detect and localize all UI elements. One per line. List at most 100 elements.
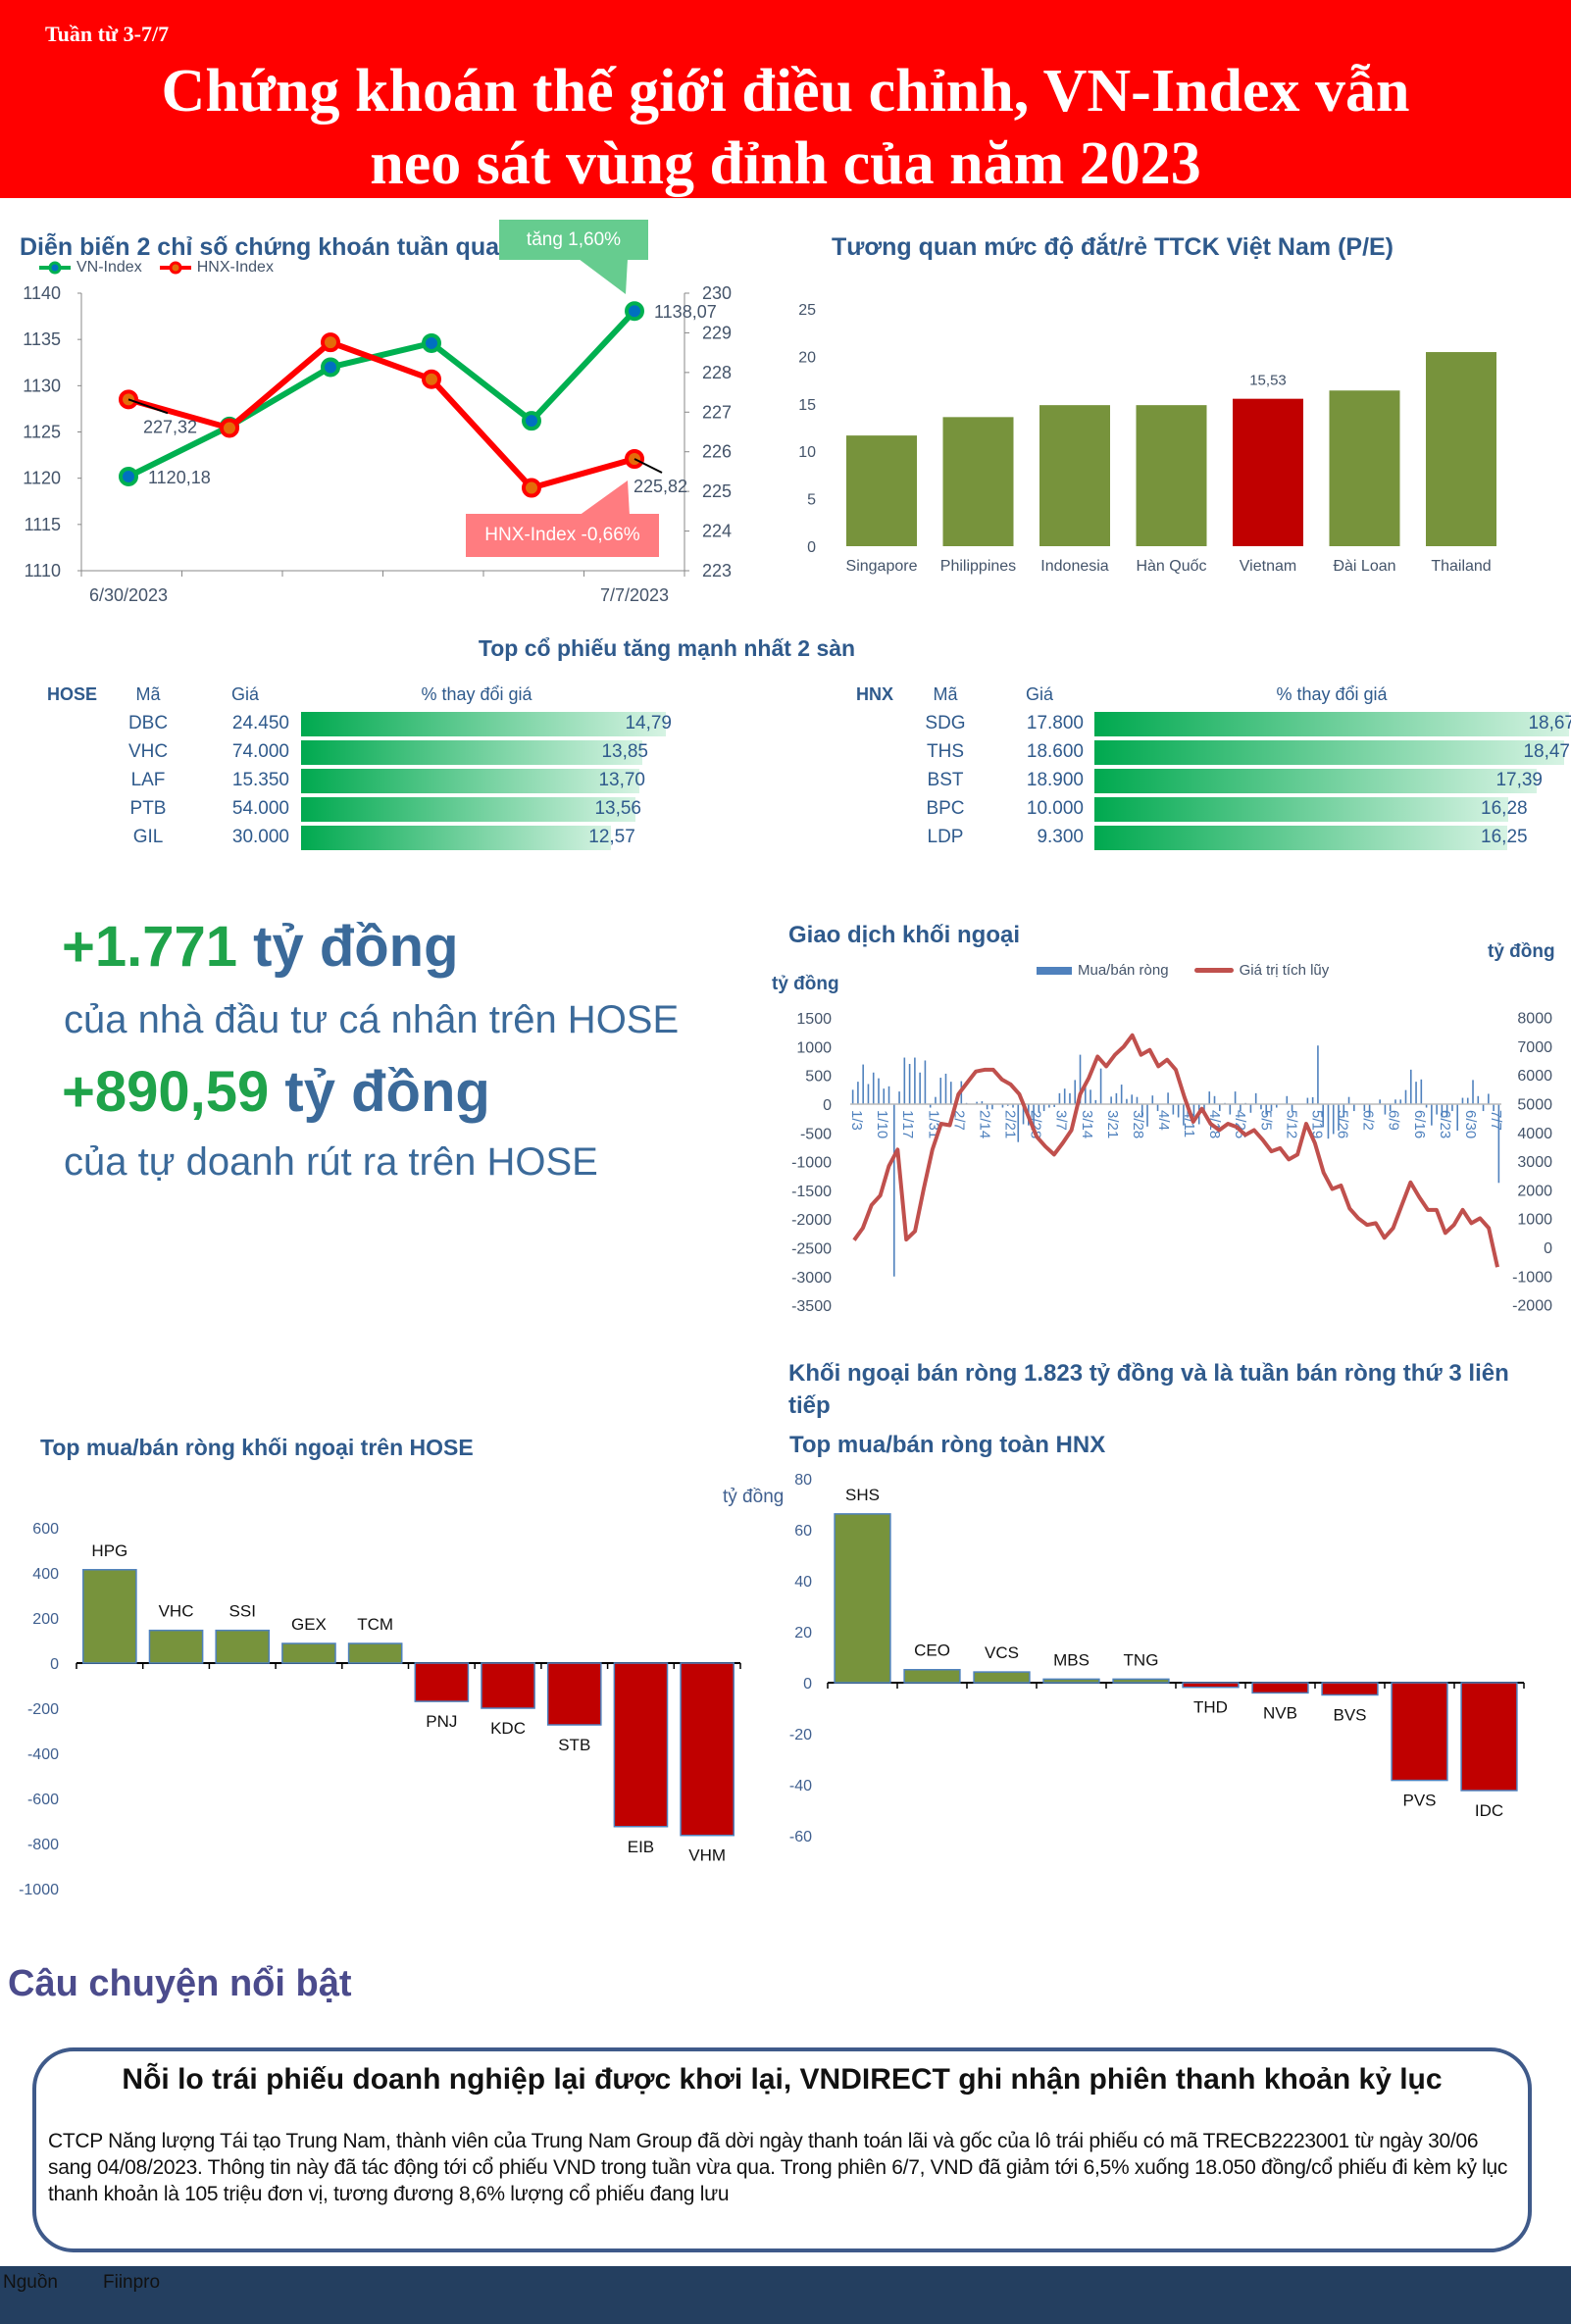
hnx-row-price: 17.800: [1026, 713, 1084, 733]
vnindex-change-callout: tăng 1,60%: [499, 220, 648, 260]
hose-chart-unit: tỷ đồng: [723, 1487, 785, 1507]
foreign-chart-title: Giao dịch khối ngoại: [788, 922, 1021, 948]
hnx-row-code: BST: [927, 770, 964, 790]
foreign-trading-chart: 150010005000-500-1000-1500-2000-2500-300…: [791, 1011, 1552, 1316]
stat2-description: của tự doanh rút ra trên HOSE: [64, 1140, 598, 1184]
foreign-headline: Khối ngoại bán ròng 1.823 tỷ đồng và là …: [788, 1360, 1509, 1419]
x-date-label: 3/28: [1130, 1110, 1146, 1138]
hnx-index-point: [522, 478, 541, 498]
pe-bar: [1329, 390, 1400, 546]
left-tick-label: 1000: [796, 1039, 832, 1056]
x-date-label: 2/14: [976, 1110, 992, 1138]
net-bar-ceo: [903, 1668, 961, 1684]
hnx-index-point: [422, 369, 441, 389]
hnx-change-bar: [1094, 826, 1507, 850]
hnx-row-code: SDG: [925, 713, 966, 733]
source-label: Nguồn: [3, 2272, 58, 2293]
vn-index-point: [119, 466, 138, 486]
bar-label: PNJ: [426, 1712, 457, 1731]
net-bar-kdc: [481, 1662, 535, 1709]
hose-row-price: 30.000: [231, 827, 289, 847]
story-card: [32, 2047, 1532, 2252]
right-tick-label: 225: [702, 481, 732, 501]
left-tick-label: 500: [805, 1069, 832, 1086]
callout-pointer-red: [579, 480, 630, 516]
pe-category-label: Singapore: [846, 558, 918, 575]
right-tick-label: -1000: [1512, 1269, 1552, 1286]
pe-bar: [1039, 405, 1110, 546]
left-tick-label: -2000: [791, 1212, 832, 1229]
x-tick-label: 6/30/2023: [89, 585, 168, 605]
right-tick-label: 226: [702, 442, 732, 462]
pe-category-label: Đài Loan: [1333, 558, 1395, 575]
y-tick-label: 0: [50, 1656, 59, 1673]
pe-tick-label: 25: [798, 302, 816, 319]
net-bar-hpg: [82, 1569, 137, 1664]
bar-label: HPG: [91, 1541, 127, 1560]
hnx-row-code: THS: [927, 741, 964, 762]
x-date-label: 5/5: [1257, 1110, 1274, 1131]
net-bar-vcs: [973, 1671, 1031, 1684]
pe-bar: [846, 435, 917, 546]
right-tick-label: 4000: [1517, 1126, 1552, 1142]
hose-net-bar-chart: 600 400 200 0 -200 -400 -600 -800 -1000 HPG VHC SSI…: [19, 1521, 741, 1898]
x-date-label: 2/7: [950, 1110, 967, 1131]
hnx-row-code: LDP: [927, 827, 964, 847]
stat1-description: của nhà đầu tư cá nhân trên HOSE: [64, 998, 680, 1041]
bar-label: PVS: [1402, 1792, 1436, 1810]
vnindex-data-label: 1120,18: [148, 468, 211, 487]
x-date-label: 3/21: [1104, 1110, 1121, 1138]
index-line-chart: 1110 1115 1120 1125 1130 1135 1140 223 224 225 226…: [23, 283, 732, 605]
hnx-row-code: BPC: [926, 798, 965, 819]
index-chart-title: Diễn biến 2 chỉ số chứng khoán tuần qua: [20, 233, 499, 261]
hnx-data-label: 227,32: [143, 417, 197, 436]
x-date-label: 2/21: [1002, 1110, 1019, 1138]
x-date-label: 1/17: [899, 1110, 916, 1138]
left-tick-label: 1125: [23, 423, 61, 442]
net-bar-eib: [613, 1662, 669, 1828]
bar-label: VHM: [688, 1846, 726, 1865]
vn-index-point: [625, 301, 644, 322]
hose-row-change: 14,79: [625, 713, 672, 733]
x-date-label: 3/7: [1053, 1110, 1070, 1131]
hnx-change-bar: [1094, 769, 1537, 793]
net-bar-ssi: [215, 1629, 271, 1664]
right-axis-unit: tỷ đồng: [1488, 941, 1555, 962]
hnx-change-bar: [1094, 797, 1508, 822]
pe-bar: [1426, 352, 1496, 546]
y-tick-label: -60: [789, 1829, 812, 1845]
left-tick-label: -3500: [791, 1298, 832, 1315]
y-tick-label: -400: [27, 1746, 59, 1763]
x-date-label: 6/2: [1360, 1110, 1377, 1131]
net-legend-icon: [1037, 966, 1072, 975]
hnx-row-price: 18.600: [1026, 741, 1084, 762]
right-tick-label: 5000: [1517, 1097, 1552, 1114]
pe-tick-label: 10: [798, 444, 816, 461]
hnx-exchange-label: HNX: [856, 684, 894, 704]
hnx-col-price: Giá: [1025, 684, 1053, 704]
y-tick-label: -1000: [19, 1882, 59, 1898]
pe-category-label: Vietnam: [1240, 558, 1296, 575]
hnx-row-change: 18,67: [1528, 713, 1571, 733]
hose-col-change: % thay đổi giá: [421, 684, 532, 704]
pe-bar-chart: 0 5 10 15 20 25 Singapore Philippines Indonesia H…: [798, 302, 1496, 575]
hose-row-price: 15.350: [231, 770, 289, 790]
hnx-row-price: 10.000: [1026, 798, 1084, 819]
right-tick-label: 227: [702, 402, 732, 422]
leader-line: [633, 458, 663, 474]
page-title-line2: neo sát vùng đỉnh của năm 2023: [370, 130, 1201, 197]
right-tick-label: 7000: [1517, 1039, 1552, 1056]
vn-index-point: [321, 357, 340, 378]
hose-change-bar: [301, 769, 639, 793]
hnx-index-line: [127, 338, 635, 491]
hose-row-code: LAF: [130, 770, 166, 790]
x-date-label: 6/23: [1437, 1110, 1453, 1138]
net-bar-nvb: [1251, 1682, 1309, 1694]
y-tick-label: 0: [803, 1676, 812, 1692]
net-bar-tcm: [347, 1642, 403, 1664]
x-date-label: 6/16: [1411, 1110, 1428, 1138]
hose-row-code: GIL: [132, 827, 164, 847]
hose-exchange-label: HOSE: [47, 684, 98, 704]
net-bar-pvs: [1391, 1682, 1448, 1782]
y-tick-label: -20: [789, 1727, 812, 1743]
